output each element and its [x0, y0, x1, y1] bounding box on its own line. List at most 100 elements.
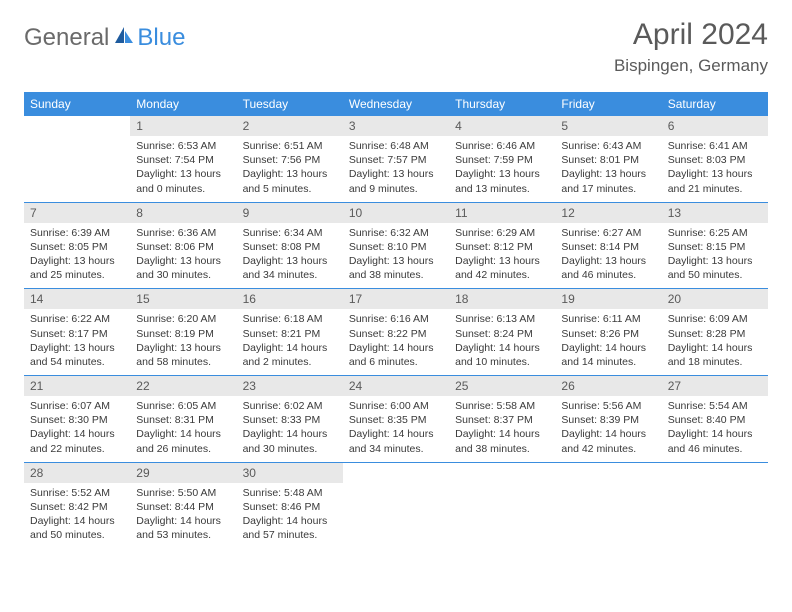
sunrise-text: Sunrise: 6:11 AM: [561, 312, 655, 326]
day-details: Sunrise: 6:16 AMSunset: 8:22 PMDaylight:…: [343, 309, 449, 375]
sunset-text: Sunset: 8:24 PM: [455, 327, 549, 341]
calendar-week-row: 21Sunrise: 6:07 AMSunset: 8:30 PMDayligh…: [24, 376, 768, 463]
day-details: Sunrise: 5:58 AMSunset: 8:37 PMDaylight:…: [449, 396, 555, 462]
day-details: Sunrise: 6:41 AMSunset: 8:03 PMDaylight:…: [662, 136, 768, 202]
daylight-text: Daylight: 14 hours and 46 minutes.: [668, 427, 762, 455]
sunset-text: Sunset: 8:21 PM: [243, 327, 337, 341]
calendar-cell: 27Sunrise: 5:54 AMSunset: 8:40 PMDayligh…: [662, 376, 768, 463]
day-details: Sunrise: 5:54 AMSunset: 8:40 PMDaylight:…: [662, 396, 768, 462]
sunrise-text: Sunrise: 5:52 AM: [30, 486, 124, 500]
day-details: Sunrise: 6:39 AMSunset: 8:05 PMDaylight:…: [24, 223, 130, 289]
sunrise-text: Sunrise: 5:54 AM: [668, 399, 762, 413]
day-details: Sunrise: 6:46 AMSunset: 7:59 PMDaylight:…: [449, 136, 555, 202]
calendar-cell: 21Sunrise: 6:07 AMSunset: 8:30 PMDayligh…: [24, 376, 130, 463]
day-number: 20: [662, 289, 768, 309]
sunrise-text: Sunrise: 5:48 AM: [243, 486, 337, 500]
calendar-week-row: 7Sunrise: 6:39 AMSunset: 8:05 PMDaylight…: [24, 202, 768, 289]
sunset-text: Sunset: 8:15 PM: [668, 240, 762, 254]
day-details: Sunrise: 6:53 AMSunset: 7:54 PMDaylight:…: [130, 136, 236, 202]
day-header: Tuesday: [237, 92, 343, 116]
daylight-text: Daylight: 13 hours and 50 minutes.: [668, 254, 762, 282]
day-details: Sunrise: 5:48 AMSunset: 8:46 PMDaylight:…: [237, 483, 343, 549]
calendar-table: Sunday Monday Tuesday Wednesday Thursday…: [24, 92, 768, 548]
day-number: 6: [662, 116, 768, 136]
sunset-text: Sunset: 8:28 PM: [668, 327, 762, 341]
day-details: [449, 469, 555, 529]
day-details: Sunrise: 6:07 AMSunset: 8:30 PMDaylight:…: [24, 396, 130, 462]
day-number: 17: [343, 289, 449, 309]
sunrise-text: Sunrise: 6:51 AM: [243, 139, 337, 153]
daylight-text: Daylight: 13 hours and 46 minutes.: [561, 254, 655, 282]
day-details: Sunrise: 6:48 AMSunset: 7:57 PMDaylight:…: [343, 136, 449, 202]
calendar-cell: 20Sunrise: 6:09 AMSunset: 8:28 PMDayligh…: [662, 289, 768, 376]
sunset-text: Sunset: 8:17 PM: [30, 327, 124, 341]
calendar-cell: [449, 462, 555, 548]
calendar-cell: 3Sunrise: 6:48 AMSunset: 7:57 PMDaylight…: [343, 116, 449, 202]
daylight-text: Daylight: 14 hours and 26 minutes.: [136, 427, 230, 455]
day-number: 21: [24, 376, 130, 396]
calendar-cell: 18Sunrise: 6:13 AMSunset: 8:24 PMDayligh…: [449, 289, 555, 376]
day-details: [555, 469, 661, 529]
sunset-text: Sunset: 8:40 PM: [668, 413, 762, 427]
sunrise-text: Sunrise: 6:25 AM: [668, 226, 762, 240]
day-number: 10: [343, 203, 449, 223]
daylight-text: Daylight: 14 hours and 10 minutes.: [455, 341, 549, 369]
sunset-text: Sunset: 8:37 PM: [455, 413, 549, 427]
calendar-week-row: 28Sunrise: 5:52 AMSunset: 8:42 PMDayligh…: [24, 462, 768, 548]
calendar-cell: 12Sunrise: 6:27 AMSunset: 8:14 PMDayligh…: [555, 202, 661, 289]
calendar-body: 1Sunrise: 6:53 AMSunset: 7:54 PMDaylight…: [24, 116, 768, 548]
sunrise-text: Sunrise: 5:56 AM: [561, 399, 655, 413]
day-details: Sunrise: 6:43 AMSunset: 8:01 PMDaylight:…: [555, 136, 661, 202]
sunrise-text: Sunrise: 6:00 AM: [349, 399, 443, 413]
day-number: 12: [555, 203, 661, 223]
sunrise-text: Sunrise: 6:32 AM: [349, 226, 443, 240]
day-details: Sunrise: 6:18 AMSunset: 8:21 PMDaylight:…: [237, 309, 343, 375]
sunset-text: Sunset: 8:19 PM: [136, 327, 230, 341]
sunset-text: Sunset: 8:14 PM: [561, 240, 655, 254]
day-number: 3: [343, 116, 449, 136]
sunrise-text: Sunrise: 6:16 AM: [349, 312, 443, 326]
day-number: 1: [130, 116, 236, 136]
day-details: Sunrise: 6:25 AMSunset: 8:15 PMDaylight:…: [662, 223, 768, 289]
daylight-text: Daylight: 13 hours and 30 minutes.: [136, 254, 230, 282]
daylight-text: Daylight: 13 hours and 13 minutes.: [455, 167, 549, 195]
page-header: General Blue April 2024 Bispingen, Germa…: [24, 18, 768, 76]
title-block: April 2024 Bispingen, Germany: [614, 18, 768, 76]
logo: General Blue: [24, 24, 185, 52]
logo-word-1: General: [24, 24, 109, 52]
day-details: Sunrise: 6:11 AMSunset: 8:26 PMDaylight:…: [555, 309, 661, 375]
daylight-text: Daylight: 14 hours and 42 minutes.: [561, 427, 655, 455]
daylight-text: Daylight: 14 hours and 34 minutes.: [349, 427, 443, 455]
sunrise-text: Sunrise: 6:36 AM: [136, 226, 230, 240]
calendar-cell: 17Sunrise: 6:16 AMSunset: 8:22 PMDayligh…: [343, 289, 449, 376]
day-number: 30: [237, 463, 343, 483]
day-header: Monday: [130, 92, 236, 116]
logo-sail-icon: [113, 24, 135, 52]
calendar-cell: 16Sunrise: 6:18 AMSunset: 8:21 PMDayligh…: [237, 289, 343, 376]
calendar-cell: 13Sunrise: 6:25 AMSunset: 8:15 PMDayligh…: [662, 202, 768, 289]
day-details: Sunrise: 6:20 AMSunset: 8:19 PMDaylight:…: [130, 309, 236, 375]
calendar-cell: 22Sunrise: 6:05 AMSunset: 8:31 PMDayligh…: [130, 376, 236, 463]
calendar-cell: 6Sunrise: 6:41 AMSunset: 8:03 PMDaylight…: [662, 116, 768, 202]
sunrise-text: Sunrise: 6:48 AM: [349, 139, 443, 153]
day-details: Sunrise: 6:05 AMSunset: 8:31 PMDaylight:…: [130, 396, 236, 462]
sunrise-text: Sunrise: 6:43 AM: [561, 139, 655, 153]
day-number: 28: [24, 463, 130, 483]
day-details: [24, 122, 130, 182]
calendar-cell: 10 Sunrise: 6:32 AMSunset: 8:10 PMDayligh…: [343, 202, 449, 289]
sunrise-text: Sunrise: 5:50 AM: [136, 486, 230, 500]
sunset-text: Sunset: 8:10 PM: [349, 240, 443, 254]
sunset-text: Sunset: 8:01 PM: [561, 153, 655, 167]
sunset-text: Sunset: 8:05 PM: [30, 240, 124, 254]
calendar-cell: 14Sunrise: 6:22 AMSunset: 8:17 PMDayligh…: [24, 289, 130, 376]
sunrise-text: Sunrise: 6:05 AM: [136, 399, 230, 413]
day-number: 5: [555, 116, 661, 136]
sunset-text: Sunset: 8:39 PM: [561, 413, 655, 427]
sunset-text: Sunset: 8:06 PM: [136, 240, 230, 254]
day-details: Sunrise: 5:52 AMSunset: 8:42 PMDaylight:…: [24, 483, 130, 549]
daylight-text: Daylight: 13 hours and 38 minutes.: [349, 254, 443, 282]
day-number: 8: [130, 203, 236, 223]
day-details: Sunrise: 6:51 AMSunset: 7:56 PMDaylight:…: [237, 136, 343, 202]
sunset-text: Sunset: 8:44 PM: [136, 500, 230, 514]
sunset-text: Sunset: 8:42 PM: [30, 500, 124, 514]
